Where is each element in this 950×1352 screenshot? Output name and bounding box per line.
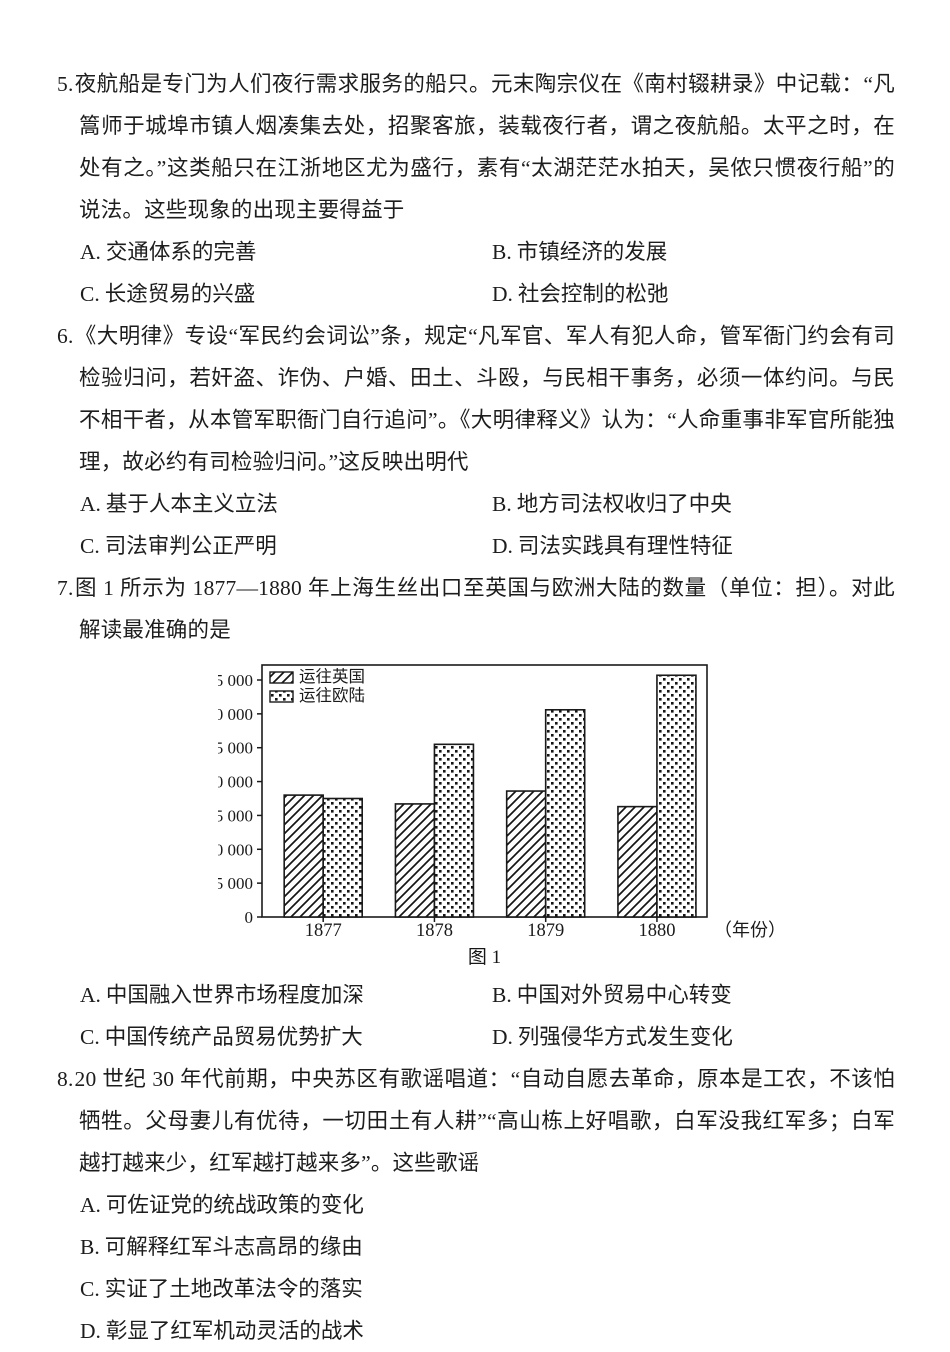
option-c: C. 实证了土地改革法令的落实 bbox=[80, 1277, 363, 1301]
bar-运往欧陆-1877 bbox=[322, 797, 363, 918]
option-b: B. 市镇经济的发展 bbox=[492, 240, 668, 264]
options-q5: A. 交通体系的完善 B. 市镇经济的发展 C. 长途贸易的兴盛 D. 社会控制的松弛 bbox=[57, 231, 895, 315]
question-number: 8. bbox=[57, 1067, 74, 1091]
option-a: A. 基于人本主义立法 bbox=[80, 492, 278, 516]
legend-label: 运往欧陆 bbox=[299, 686, 365, 705]
option-c: C. 中国传统产品贸易优势扩大 bbox=[80, 1025, 363, 1049]
option-d: D. 彰显了红军机动灵活的战术 bbox=[80, 1319, 364, 1343]
y-tick-label: 15 000 bbox=[218, 806, 253, 825]
question-stem: 7.图 1 所示为 1877—1880 年上海生丝出口至英国与欧洲大陆的数量（单… bbox=[57, 567, 895, 651]
bar-运往英国-1878 bbox=[394, 803, 436, 918]
bar-运往英国-1880 bbox=[617, 805, 658, 918]
legend-label: 运往英国 bbox=[299, 667, 365, 686]
option-d: D. 社会控制的松弛 bbox=[492, 282, 669, 306]
question-number: 7. bbox=[57, 576, 74, 600]
question-stem: 6.《大明律》专设“军民约会词讼”条，规定“凡军官、军人有犯人命，管军衙门约会有… bbox=[57, 315, 895, 483]
plot-border bbox=[261, 664, 708, 918]
bar-运往英国-1879 bbox=[505, 790, 547, 918]
option-d: D. 列强侵华方式发生变化 bbox=[492, 1025, 733, 1049]
x-tick-label: 1878 bbox=[416, 921, 453, 941]
question-number: 6. bbox=[57, 324, 74, 348]
bar-运往欧陆-1878 bbox=[433, 743, 475, 918]
option-a: A. 中国融入世界市场程度加深 bbox=[80, 983, 364, 1007]
question-6: 6.《大明律》专设“军民约会词讼”条，规定“凡军官、军人有犯人命，管军衙门约会有… bbox=[57, 315, 895, 567]
x-axis-unit-label: （年份） bbox=[714, 920, 778, 940]
option-b: B. 中国对外贸易中心转变 bbox=[492, 983, 732, 1007]
y-tick-label: 10 000 bbox=[218, 840, 253, 859]
option-c: C. 长途贸易的兴盛 bbox=[80, 282, 256, 306]
y-tick-label: 35 000 bbox=[218, 671, 253, 690]
option-a: A. 交通体系的完善 bbox=[80, 240, 257, 264]
question-stem-text: 图 1 所示为 1877—1880 年上海生丝出口至英国与欧洲大陆的数量（单位：… bbox=[74, 576, 895, 642]
figure-caption: 图 1 bbox=[467, 947, 502, 968]
option-a: A. 可佐证党的统战政策的变化 bbox=[80, 1193, 364, 1217]
question-number: 5. bbox=[57, 72, 74, 96]
option-b: B. 地方司法权收归了中央 bbox=[492, 492, 732, 516]
x-tick-label: 1879 bbox=[527, 921, 564, 941]
option-d: D. 司法实践具有理性特征 bbox=[492, 534, 733, 558]
legend-swatch-dots bbox=[269, 690, 294, 703]
question-stem-text: 20 世纪 30 年代前期，中央苏区有歌谣唱道：“自动自愿去革命，原本是工农，不… bbox=[74, 1067, 895, 1175]
options-q8: A. 可佐证党的统战政策的变化 B. 可解释红军斗志高昂的缘由 C. 实证了土地改革法… bbox=[57, 1184, 895, 1352]
figure-1-bar-chart: 0 5 000 10 000 15 000 20 000 25 000 30 000 35 0… bbox=[206, 657, 786, 970]
question-7: 7.图 1 所示为 1877—1880 年上海生丝出口至英国与欧洲大陆的数量（单… bbox=[57, 567, 895, 1058]
y-tick-label: 0 bbox=[245, 908, 254, 927]
bar-运往欧陆-1880 bbox=[656, 674, 697, 918]
y-tick-label: 5 000 bbox=[218, 874, 253, 893]
options-q7: A. 中国融入世界市场程度加深 B. 中国对外贸易中心转变 C. 中国传统产品贸易优势… bbox=[57, 974, 895, 1058]
option-c: C. 司法审判公正严明 bbox=[80, 534, 277, 558]
y-tick-label: 25 000 bbox=[218, 739, 253, 758]
question-stem-text: 《大明律》专设“军民约会词讼”条，规定“凡军官、军人有犯人命，管军衙门约会有司检… bbox=[74, 324, 895, 474]
question-stem-text: 夜航船是专门为人们夜行需求服务的船只。元末陶宗仪在《南村辍耕录》中记载：“凡篙师… bbox=[74, 72, 895, 222]
question-stem: 5.夜航船是专门为人们夜行需求服务的船只。元末陶宗仪在《南村辍耕录》中记载：“凡… bbox=[57, 63, 895, 231]
y-tick-label: 30 000 bbox=[218, 705, 253, 724]
option-b: B. 可解释红军斗志高昂的缘由 bbox=[80, 1235, 363, 1259]
question-5: 5.夜航船是专门为人们夜行需求服务的船只。元末陶宗仪在《南村辍耕录》中记载：“凡… bbox=[57, 63, 895, 315]
question-stem: 8.20 世纪 30 年代前期，中央苏区有歌谣唱道：“自动自愿去革命，原本是工农… bbox=[57, 1058, 895, 1184]
bar-运往英国-1877 bbox=[283, 794, 324, 918]
legend-swatch-hatch bbox=[269, 671, 294, 684]
silk-export-bar-chart: 0 5 000 10 000 15 000 20 000 25 000 30 000 35 0… bbox=[206, 664, 786, 941]
question-8: 8.20 世纪 30 年代前期，中央苏区有歌谣唱道：“自动自愿去革命，原本是工农… bbox=[57, 1058, 895, 1352]
bar-运往欧陆-1879 bbox=[544, 708, 586, 918]
y-tick-label: 20 000 bbox=[218, 773, 253, 792]
options-q6: A. 基于人本主义立法 B. 地方司法权收归了中央 C. 司法审判公正严明 D. 司法实… bbox=[57, 483, 895, 567]
x-tick-label: 1880 bbox=[638, 921, 675, 941]
x-tick-label: 1877 bbox=[305, 921, 342, 941]
